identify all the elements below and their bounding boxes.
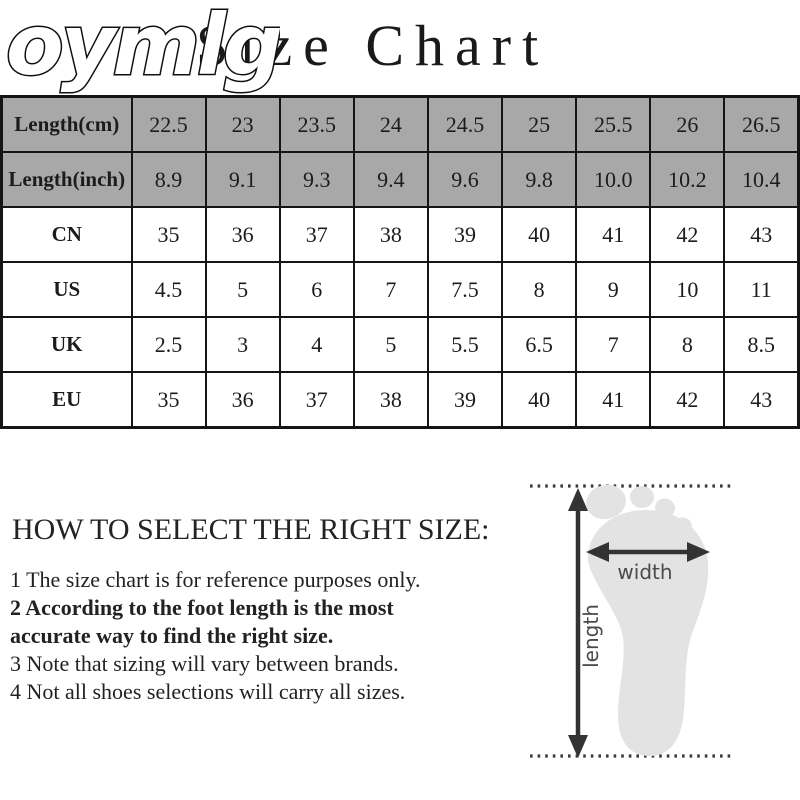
table-cell: 5.5 <box>426 316 504 373</box>
table-cell: 8 <box>501 261 578 318</box>
table-cell: 42 <box>649 371 726 429</box>
table-cell: 40 <box>501 206 578 263</box>
footprint-icon <box>586 484 709 756</box>
table-cell: 9.3 <box>278 151 355 208</box>
table-cell: 4.5 <box>130 261 207 318</box>
table-cell: 6 <box>278 261 355 318</box>
table-cell: 41 <box>575 371 652 429</box>
note-item: 3 Note that sizing will vary between bra… <box>10 651 399 676</box>
table-cell: 41 <box>575 206 652 263</box>
table-cell: 37 <box>278 371 355 429</box>
table-cell: 22.5 <box>130 95 207 153</box>
table-cell: 5 <box>352 316 429 373</box>
table-cell: 9.4 <box>352 151 429 208</box>
table-cell: 26 <box>649 95 726 153</box>
table-cell: 39 <box>426 206 504 263</box>
table-cell: 10.2 <box>649 151 726 208</box>
size-table-body: Length(cm) 22.5 23 23.5 24 24.5 25 25.5 26 26.5 Le… <box>0 95 800 429</box>
table-cell: 26.5 <box>723 95 800 153</box>
row-label: EU <box>0 371 133 429</box>
table-cell: 24 <box>352 95 429 153</box>
table-cell: 23 <box>204 95 281 153</box>
table-cell: 42 <box>649 206 726 263</box>
table-cell: 10.0 <box>575 151 652 208</box>
table-cell: 8 <box>649 316 726 373</box>
width-arrow <box>586 542 710 562</box>
foot-measure-diagram: width length <box>530 484 734 758</box>
table-cell: 43 <box>723 371 800 429</box>
length-arrow <box>568 488 588 758</box>
table-cell: 10.4 <box>723 151 800 208</box>
table-row: EU 35 36 37 38 39 40 41 42 43 <box>0 371 800 429</box>
table-cell: 9.8 <box>501 151 578 208</box>
table-cell: 5 <box>204 261 281 318</box>
table-cell: 2.5 <box>130 316 207 373</box>
table-cell: 38 <box>352 371 429 429</box>
row-label: UK <box>0 316 133 373</box>
table-cell: 24.5 <box>426 95 504 153</box>
table-cell: 8.5 <box>723 316 800 373</box>
table-cell: 25.5 <box>575 95 652 153</box>
row-label: US <box>0 261 133 318</box>
note-item: 1 The size chart is for reference purpos… <box>10 567 421 592</box>
table-cell: 4 <box>278 316 355 373</box>
table-cell: 39 <box>426 371 504 429</box>
table-cell: 25 <box>501 95 578 153</box>
table-cell: 37 <box>278 206 355 263</box>
table-cell: 7 <box>352 261 429 318</box>
table-row: Length(inch) 8.9 9.1 9.3 9.4 9.6 9.8 10.0 10.2 10… <box>0 151 800 208</box>
table-row: UK 2.5 3 4 5 5.5 6.5 7 8 8.5 <box>0 316 800 373</box>
table-cell: 9 <box>575 261 652 318</box>
table-cell: 3 <box>204 316 281 373</box>
table-row: CN 35 36 37 38 39 40 41 42 43 <box>0 206 800 263</box>
length-label: length <box>579 604 603 668</box>
table-cell: 11 <box>723 261 800 318</box>
note-item: 2 According to the foot length is the mo… <box>10 595 394 648</box>
table-cell: 9.1 <box>204 151 281 208</box>
table-cell: 6.5 <box>501 316 578 373</box>
table-cell: 38 <box>352 206 429 263</box>
table-cell: 8.9 <box>130 151 207 208</box>
table-cell: 35 <box>130 371 207 429</box>
table-cell: 7 <box>575 316 652 373</box>
row-label: Length(inch) <box>0 151 133 208</box>
table-row: Length(cm) 22.5 23 23.5 24 24.5 25 25.5 26 26.5 <box>0 95 800 153</box>
table-cell: 43 <box>723 206 800 263</box>
row-label: CN <box>0 206 133 263</box>
note-item: 4 Not all shoes selections will carry al… <box>10 679 406 704</box>
width-label: width <box>617 560 672 584</box>
table-cell: 9.6 <box>426 151 504 208</box>
howto-notes: 1 The size chart is for reference purpos… <box>10 566 442 706</box>
row-label: Length(cm) <box>0 95 133 153</box>
table-cell: 10 <box>649 261 726 318</box>
table-cell: 23.5 <box>278 95 355 153</box>
table-cell: 35 <box>130 206 207 263</box>
howto-heading: HOW TO SELECT THE RIGHT SIZE: <box>12 513 490 546</box>
size-table: Length(cm) 22.5 23 23.5 24 24.5 25 25.5 26 26.5 Le… <box>0 95 800 429</box>
table-cell: 7.5 <box>426 261 504 318</box>
table-cell: 40 <box>501 371 578 429</box>
page-title: Size Chart <box>196 13 550 78</box>
table-cell: 36 <box>204 371 281 429</box>
table-cell: 36 <box>204 206 281 263</box>
table-row: US 4.5 5 6 7 7.5 8 9 10 11 <box>0 261 800 318</box>
